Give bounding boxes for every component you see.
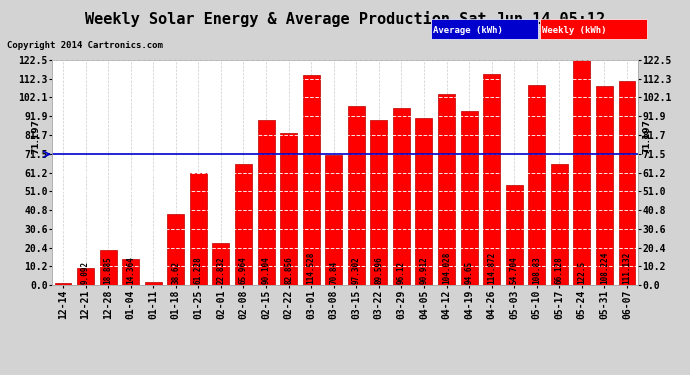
Text: 90.912: 90.912: [420, 256, 428, 284]
Bar: [235, 164, 252, 285]
Text: 18.885: 18.885: [104, 256, 112, 284]
Bar: [596, 86, 613, 285]
Text: 82.856: 82.856: [284, 256, 293, 284]
Text: 9.092: 9.092: [81, 261, 90, 284]
Bar: [213, 243, 229, 285]
Text: 114.872: 114.872: [487, 252, 496, 284]
Text: 94.65: 94.65: [464, 261, 473, 284]
Text: 114.528: 114.528: [306, 252, 315, 284]
Bar: [122, 259, 139, 285]
Text: Weekly Solar Energy & Average Production Sat Jun 14 05:12: Weekly Solar Energy & Average Production…: [85, 11, 605, 27]
Text: 122.5: 122.5: [578, 261, 586, 284]
Bar: [483, 74, 500, 285]
Text: 104.028: 104.028: [442, 252, 451, 284]
Bar: [438, 94, 455, 285]
Bar: [551, 164, 568, 285]
Text: 14.364: 14.364: [126, 256, 135, 284]
Text: 54.704: 54.704: [510, 256, 519, 284]
Bar: [393, 108, 410, 285]
Bar: [325, 155, 342, 285]
Text: Average (kWh): Average (kWh): [433, 26, 503, 35]
Bar: [618, 81, 635, 285]
Text: 38.62: 38.62: [171, 261, 180, 284]
Text: Weekly (kWh): Weekly (kWh): [542, 26, 607, 35]
Bar: [190, 172, 207, 285]
Text: 71.197: 71.197: [32, 119, 41, 154]
Text: Copyright 2014 Cartronics.com: Copyright 2014 Cartronics.com: [7, 41, 163, 50]
Text: 71.197: 71.197: [643, 119, 652, 154]
Bar: [303, 75, 319, 285]
Bar: [529, 85, 545, 285]
Text: 61.228: 61.228: [194, 256, 203, 284]
Bar: [348, 106, 365, 285]
Text: 89.596: 89.596: [375, 256, 384, 284]
Bar: [99, 251, 117, 285]
Text: 66.128: 66.128: [555, 256, 564, 284]
Bar: [573, 60, 591, 285]
Bar: [280, 133, 297, 285]
Text: 97.302: 97.302: [352, 256, 361, 284]
Text: 70.84: 70.84: [329, 261, 338, 284]
Text: 22.832: 22.832: [217, 256, 226, 284]
Text: 96.12: 96.12: [397, 261, 406, 284]
Bar: [461, 111, 477, 285]
Bar: [55, 283, 72, 285]
Text: 90.104: 90.104: [262, 256, 270, 284]
Text: 108.224: 108.224: [600, 252, 609, 284]
Bar: [257, 120, 275, 285]
Bar: [371, 120, 387, 285]
Bar: [145, 282, 161, 285]
Bar: [415, 118, 433, 285]
Bar: [77, 268, 94, 285]
Bar: [506, 184, 522, 285]
Text: 108.83: 108.83: [532, 256, 541, 284]
Text: 111.132: 111.132: [622, 252, 631, 284]
Text: 65.964: 65.964: [239, 256, 248, 284]
Bar: [168, 214, 184, 285]
